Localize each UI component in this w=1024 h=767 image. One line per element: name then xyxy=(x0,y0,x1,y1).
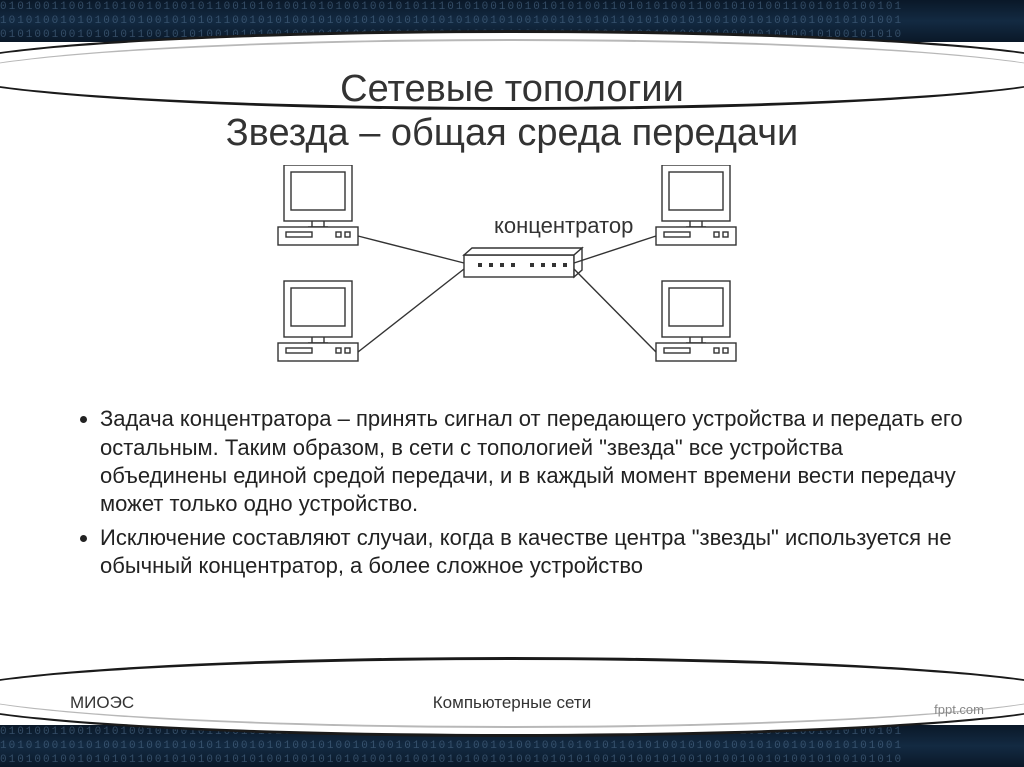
title-line-1: Сетевые топологии xyxy=(340,68,684,110)
bullet-item: Задача концентратора – принять сигнал от… xyxy=(100,405,974,518)
footer-left: МИОЭС xyxy=(70,693,134,713)
bullet-item: Исключение составляют случаи, когда в ка… xyxy=(100,524,974,580)
star-topology-diagram: концентратор xyxy=(232,165,792,385)
bullet-list: Задача концентратора – принять сигнал от… xyxy=(50,405,974,580)
title-line-2: Звезда – общая среда передачи xyxy=(226,112,799,154)
slide-title: Сетевые топологии Звезда – общая среда п… xyxy=(50,68,974,155)
footer-center: Компьютерные сети xyxy=(433,693,591,713)
footer-right: fppt.com xyxy=(934,702,984,717)
slide-content: Сетевые топологии Звезда – общая среда п… xyxy=(0,60,1024,707)
hub-label: концентратор xyxy=(494,213,633,239)
diagram-svg xyxy=(232,165,792,385)
